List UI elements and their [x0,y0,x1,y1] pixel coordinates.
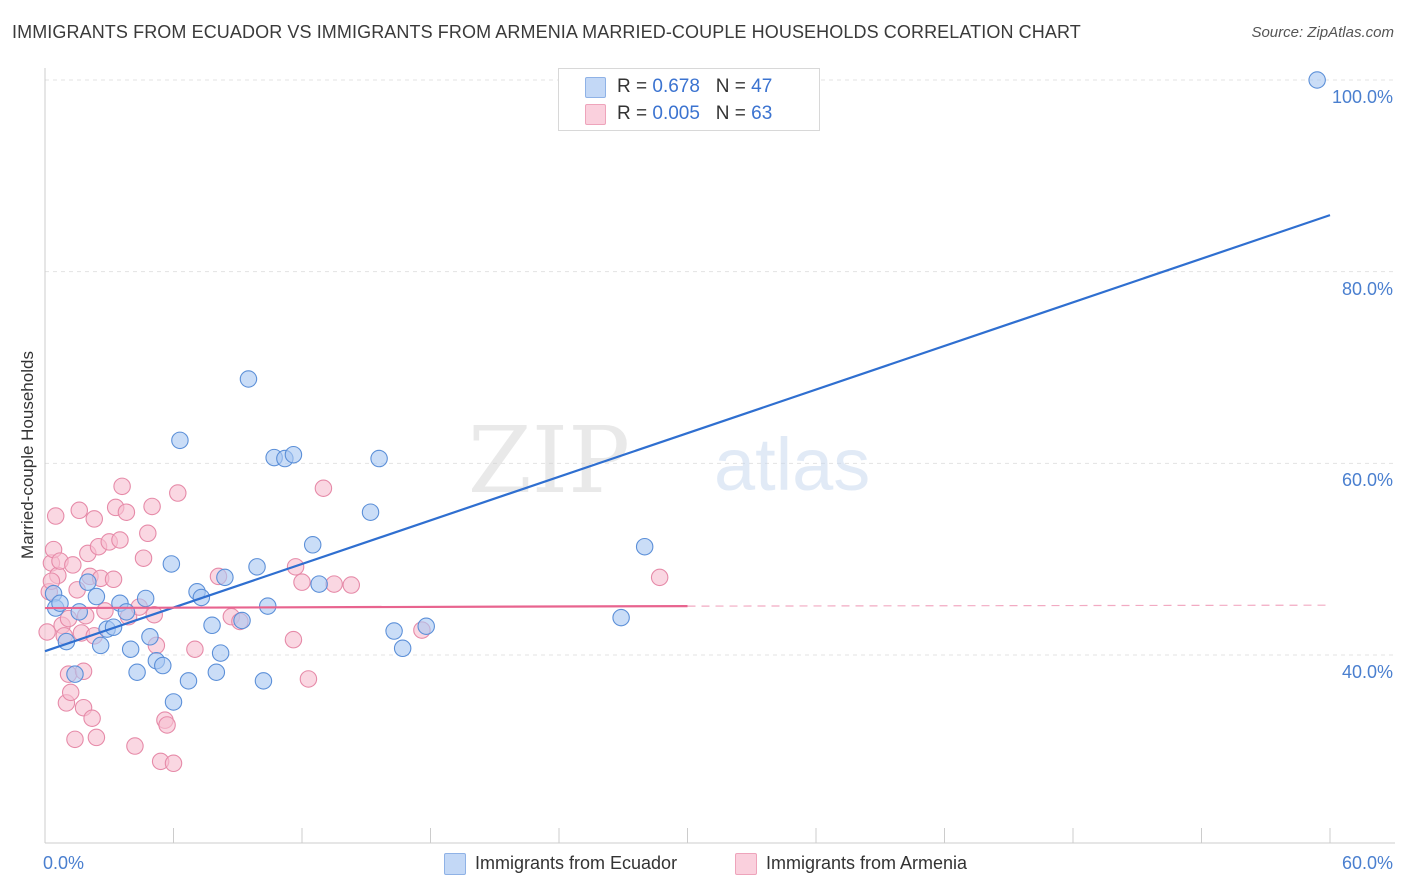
point-armenia [134,549,153,567]
legend-swatch-ecuador [585,77,606,98]
point-ecuador [254,672,273,690]
bottom-legend-swatch-armenia [735,853,757,875]
trend-lines [44,214,1331,653]
y-tick-label: 100.0% [1331,87,1393,107]
point-armenia [299,670,318,688]
point-ecuador [179,672,198,690]
point-ecuador [141,628,159,646]
watermark: ZIP atlas [468,407,870,514]
legend-n-label: N = [715,76,752,97]
point-armenia [38,623,56,641]
point-ecuador [207,663,226,681]
y-tick-label: 60.0% [1341,470,1393,491]
point-ecuador [154,656,172,675]
point-armenia [87,728,106,747]
trend-line-armenia-extension [687,604,1331,607]
legend-n-value-ecuador: 47 [751,76,773,97]
y-tick-label: 40.0% [1341,662,1393,682]
point-ecuador [310,575,328,593]
point-armenia [70,501,89,520]
point-ecuador [233,611,251,630]
point-ecuador [393,639,412,658]
point-ecuador [239,370,258,388]
point-armenia [113,477,131,496]
point-ecuador [1308,71,1326,89]
source-label: Source: ZipAtlas.com [1251,24,1394,41]
point-armenia [325,575,343,593]
grid-lines [45,79,1395,656]
point-ecuador [66,665,84,683]
trend-line-ecuador [44,214,1331,653]
legend-r-label: R = [617,76,653,97]
point-armenia [158,716,176,734]
bottom-legend-label-ecuador: Immigrants from Ecuador [475,853,678,873]
point-armenia [143,497,161,516]
point-armenia [293,573,311,591]
point-armenia [96,602,114,620]
point-armenia [342,576,361,594]
point-ecuador [162,555,181,573]
point-ecuador [612,608,630,627]
x-tick-label-max: 60.0% [1341,853,1393,873]
point-ecuador [70,603,89,621]
chart-title: IMMIGRANTS FROM ECUADOR VS IMMIGRANTS FR… [12,22,1081,42]
series-ecuador [44,71,1326,711]
point-ecuador [248,558,266,576]
point-armenia [61,683,80,702]
point-ecuador [79,573,97,591]
point-armenia [164,754,183,773]
point-ecuador [216,568,234,587]
point-armenia [139,524,157,543]
point-armenia [46,507,65,525]
bottom-legend-swatch-ecuador [444,853,466,875]
point-ecuador [91,636,110,655]
point-ecuador [417,617,435,635]
point-ecuador [258,597,277,615]
point-armenia [66,730,84,749]
watermark-atlas: atlas [714,423,870,506]
x-tick-label-min: 0.0% [43,853,85,873]
point-ecuador [303,536,322,554]
legend-r-value-ecuador: 0.678 [652,76,700,97]
point-ecuador [128,663,146,681]
correlation-legend: R = 0.678 N = 47 R = 0.005 N = 63 [558,68,820,131]
point-armenia [186,640,204,658]
legend-n-value-armenia: 63 [751,103,773,124]
legend-swatch-armenia [585,104,606,125]
y-tick-label: 80.0% [1341,278,1393,299]
axes [44,68,1395,844]
legend-r-label: R = [617,103,653,124]
point-armenia [169,484,187,502]
point-armenia [650,568,669,587]
point-armenia [83,709,101,727]
point-ecuador [121,640,140,658]
point-armenia [126,737,144,755]
series-armenia [38,477,669,773]
watermark-zip: ZIP [468,407,630,514]
point-ecuador [635,537,654,556]
point-armenia [117,503,136,521]
point-ecuador [87,587,106,606]
bottom-legend-label-armenia: Immigrants from Armenia [766,853,968,873]
point-ecuador [370,449,388,468]
point-armenia [284,630,303,649]
point-ecuador [203,616,221,635]
point-armenia [314,479,333,497]
point-ecuador [136,589,155,608]
point-armenia [111,531,129,549]
point-armenia [85,510,104,528]
point-ecuador [284,445,303,464]
point-ecuador [361,503,380,521]
point-armenia [104,570,123,589]
point-ecuador [117,603,136,621]
point-ecuador [211,644,230,662]
legend-n-label: N = [715,103,752,124]
point-ecuador [164,693,183,711]
point-ecuador [385,622,403,640]
legend-r-value-armenia: 0.005 [652,103,700,124]
point-armenia [64,556,82,574]
point-ecuador [171,431,189,450]
trend-line-armenia [44,605,688,610]
